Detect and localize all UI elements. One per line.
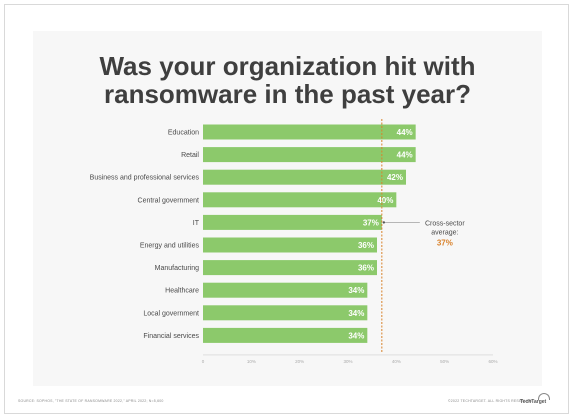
category-label: Education (168, 130, 199, 137)
x-tick-label: 40% (392, 359, 401, 364)
bar-value-label: 36% (358, 241, 374, 250)
category-label: Retail (181, 152, 199, 159)
bar-0 (203, 124, 416, 140)
bar-7 (203, 282, 368, 298)
bar-value-label: 34% (348, 286, 364, 295)
bar-2 (203, 169, 406, 185)
category-label: Energy and utilities (140, 243, 200, 250)
chart-title-line-2: ransomware in the past year? (103, 79, 472, 109)
category-label: Central government (138, 197, 200, 204)
category-label: Local government (143, 310, 199, 317)
bar-9 (203, 327, 368, 343)
reference-label-line-1: Cross-sector (425, 220, 465, 227)
logo-text: TechTarget (520, 399, 547, 405)
chart-card (33, 31, 542, 386)
x-tick-label: 30% (343, 359, 352, 364)
x-tick-label: 0 (202, 359, 205, 364)
category-label: Healthcare (165, 288, 199, 295)
source-note: SOURCE: SOPHOS, "THE STATE OF RANSOMWARE… (18, 399, 164, 403)
bar-value-label: 44% (397, 128, 413, 137)
bar-value-label: 44% (397, 151, 413, 160)
techtarget-logo: TechTarget (520, 393, 550, 407)
bar-6 (203, 260, 377, 276)
x-tick-label: 50% (440, 359, 449, 364)
copyright-note: ©2022 TECHTARGET. ALL RIGHTS RESERVED. (448, 399, 534, 403)
chart-title-line-1: Was your organization hit with (99, 51, 476, 81)
bar-value-label: 34% (348, 309, 364, 318)
category-label: Manufacturing (155, 265, 199, 272)
x-tick-label: 60% (488, 359, 497, 364)
bar-8 (203, 305, 368, 321)
reference-label-line-2: average: (431, 229, 458, 236)
category-label: Financial services (143, 333, 199, 340)
reference-pointer-dot (382, 221, 386, 224)
bar-value-label: 34% (348, 331, 364, 340)
bar-value-label: 37% (363, 218, 379, 227)
x-tick-label: 10% (247, 359, 256, 364)
reference-value-label: 37% (437, 238, 453, 247)
bar-5 (203, 237, 377, 253)
logo-arc-icon (538, 393, 550, 400)
bar-value-label: 40% (377, 196, 393, 205)
category-label: IT (193, 220, 200, 227)
bar-value-label: 36% (358, 264, 374, 273)
category-label: Business and professional services (90, 175, 200, 182)
bar-4 (203, 214, 382, 230)
bar-3 (203, 192, 397, 208)
x-tick-label: 20% (295, 359, 304, 364)
bar-value-label: 42% (387, 173, 403, 182)
bar-1 (203, 147, 416, 163)
